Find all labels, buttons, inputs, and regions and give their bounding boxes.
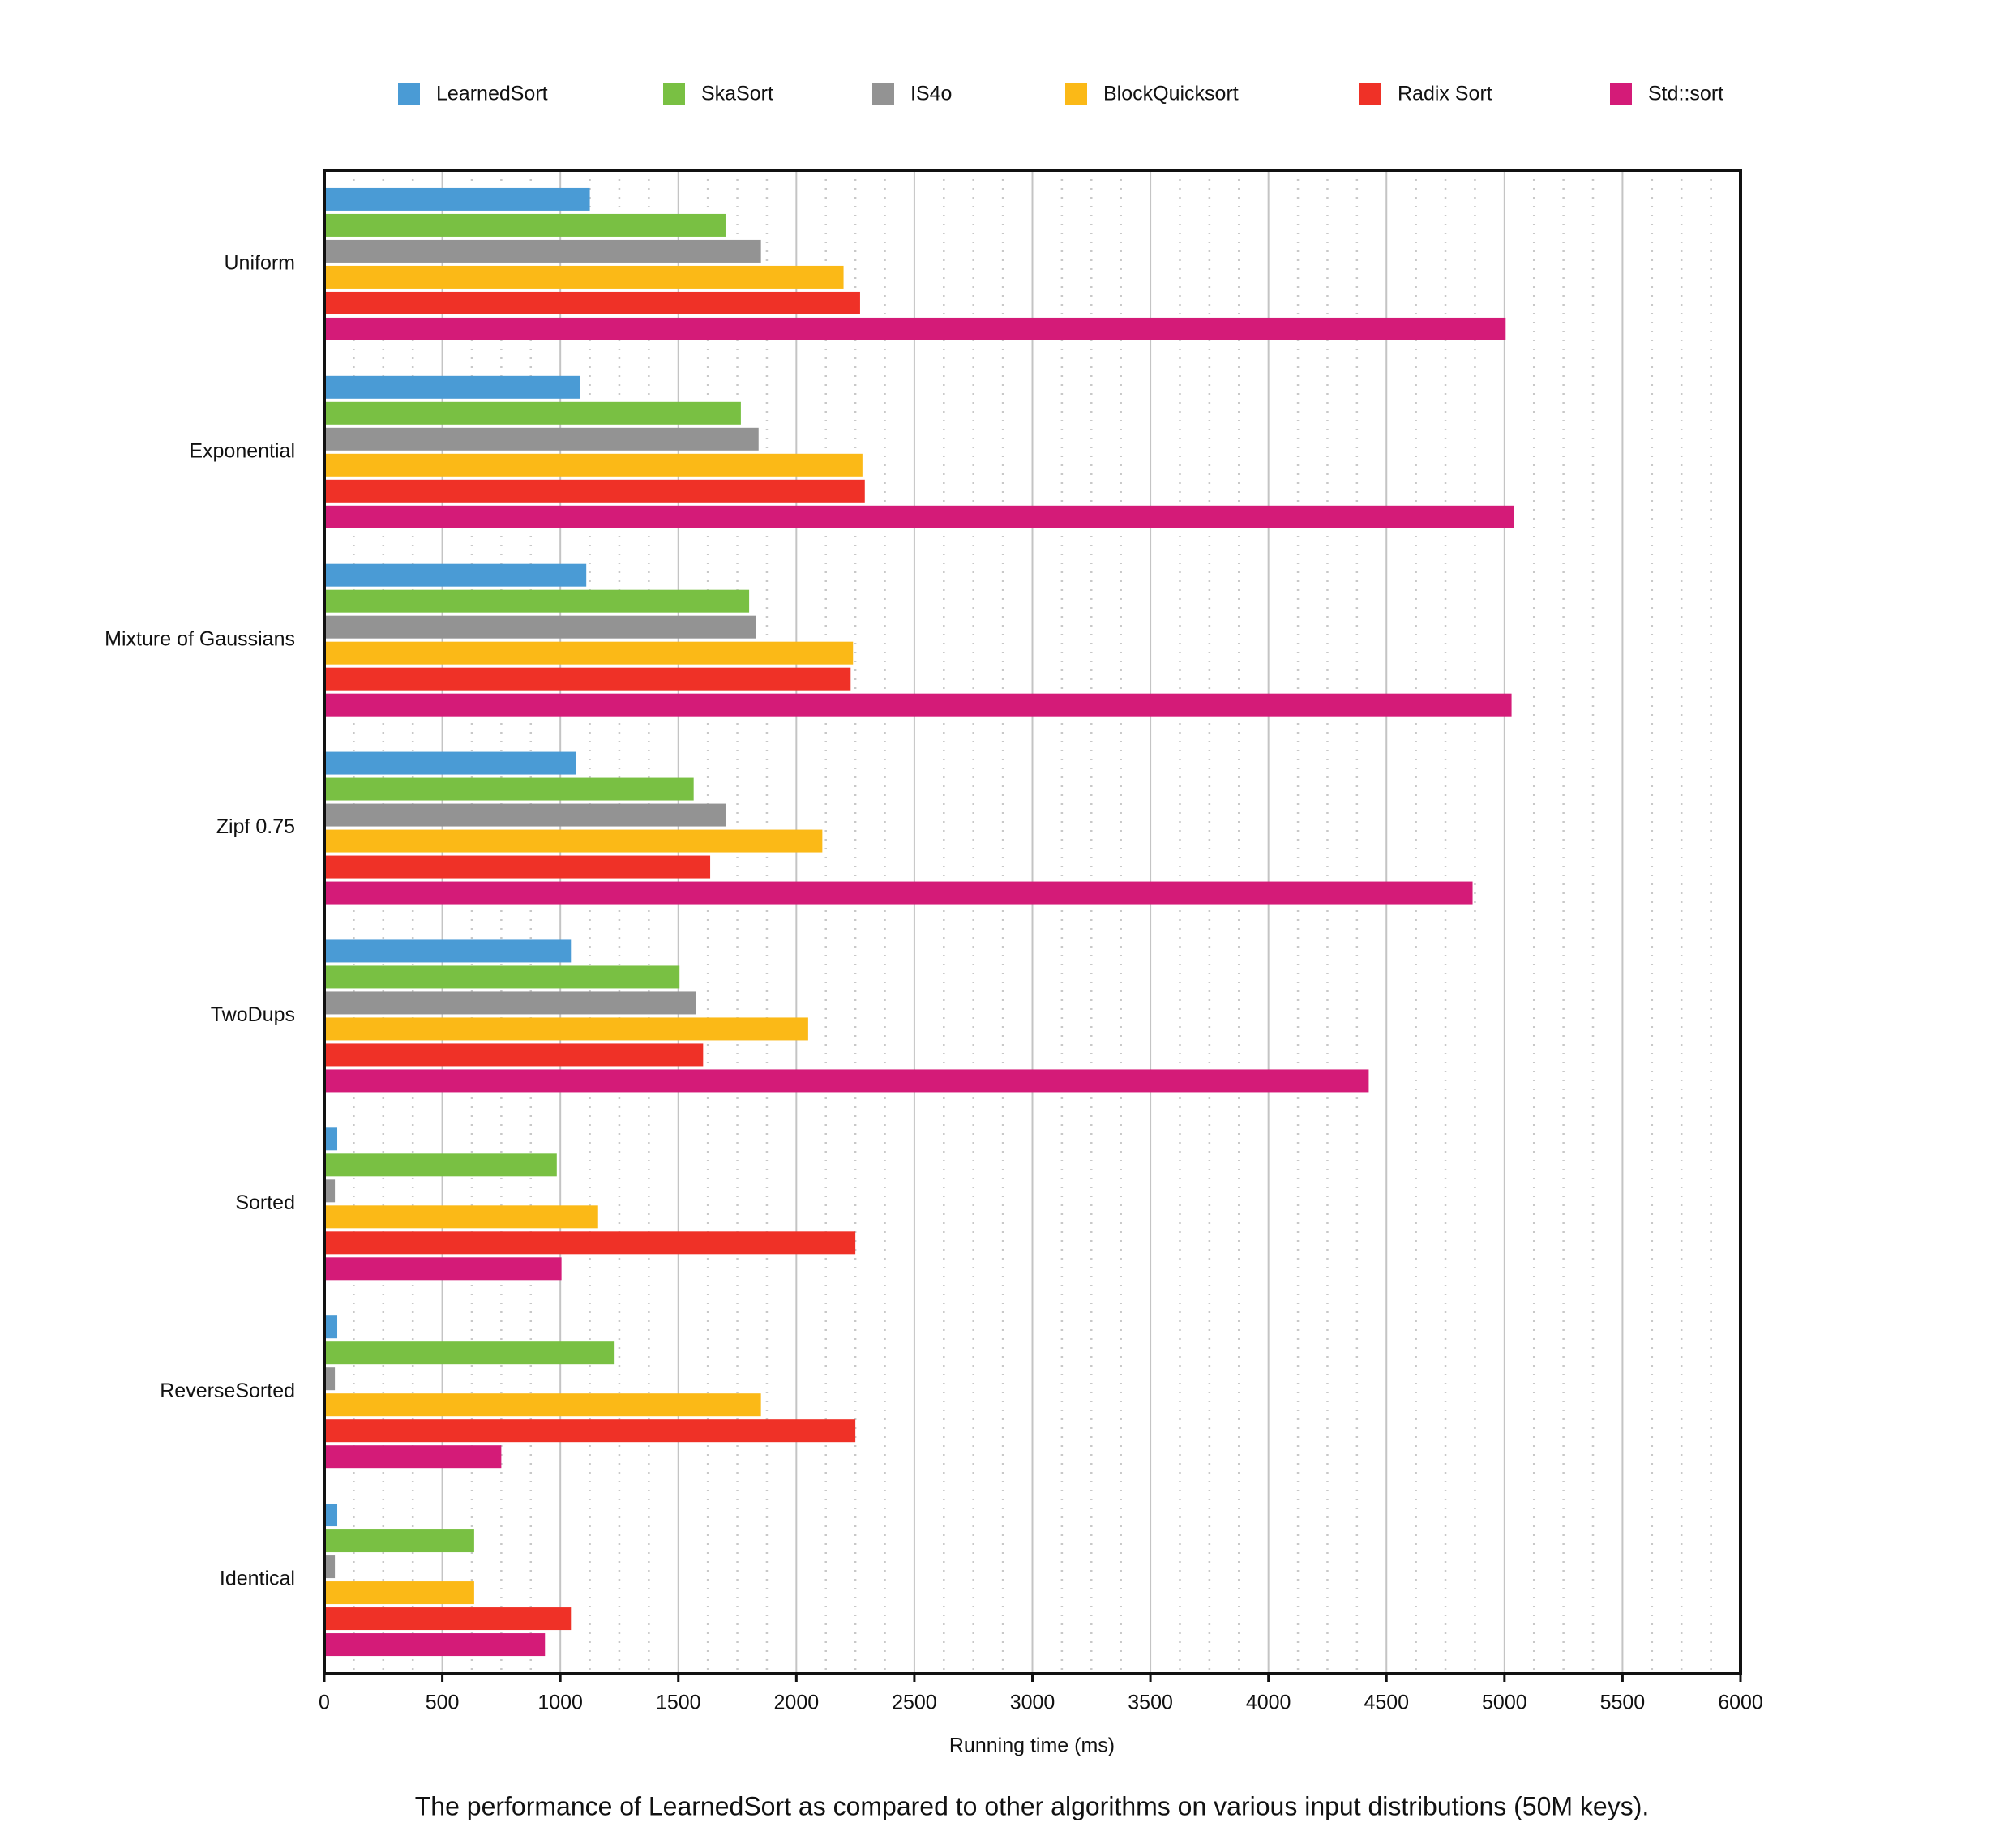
bar — [324, 693, 1512, 717]
bar — [324, 479, 865, 503]
bar — [324, 427, 759, 451]
bar — [324, 1069, 1369, 1093]
legend-label: Std::sort — [1648, 83, 1723, 105]
bar — [324, 239, 761, 263]
bar — [324, 1445, 502, 1469]
bar — [324, 965, 680, 989]
bar — [324, 1179, 336, 1203]
bar — [324, 265, 844, 289]
bar — [324, 1581, 474, 1605]
x-tick-label: 4500 — [1364, 1692, 1409, 1714]
bar — [324, 991, 696, 1015]
bar — [324, 751, 576, 775]
legend-swatch — [1065, 83, 1087, 105]
bar — [324, 505, 1514, 528]
bar — [324, 939, 572, 963]
bar — [324, 1419, 856, 1443]
x-tick-label: 500 — [426, 1692, 460, 1714]
legend-label: IS4o — [910, 83, 952, 105]
bar — [324, 1341, 615, 1365]
bar — [324, 1315, 338, 1339]
bar — [324, 641, 854, 665]
bar — [324, 667, 851, 691]
bar — [324, 1367, 336, 1391]
y-tick-label: Zipf 0.75 — [216, 815, 295, 838]
bar — [324, 1127, 338, 1151]
x-tick-label: 0 — [319, 1692, 330, 1714]
bar — [324, 1555, 336, 1579]
x-tick-label: 2500 — [892, 1692, 937, 1714]
bar — [324, 1607, 572, 1631]
x-tick-label: 4000 — [1246, 1692, 1291, 1714]
bar — [324, 401, 741, 425]
x-tick-label: 5000 — [1482, 1692, 1527, 1714]
bar — [324, 291, 860, 314]
bar — [324, 1257, 562, 1281]
y-tick-label: Sorted — [235, 1191, 295, 1214]
legend-swatch — [663, 83, 685, 105]
bar — [324, 615, 756, 639]
y-tick-label: TwoDups — [211, 1003, 295, 1026]
x-tick-label: 6000 — [1718, 1692, 1763, 1714]
bar — [324, 1504, 338, 1527]
bar — [324, 589, 750, 613]
x-tick-label: 5500 — [1600, 1692, 1646, 1714]
legend-swatch — [1610, 83, 1632, 105]
bar — [324, 1043, 704, 1067]
bar — [324, 1017, 808, 1041]
bar — [324, 803, 726, 827]
caption: The performance of LearnedSort as compar… — [415, 1791, 1650, 1820]
bar — [324, 317, 1506, 340]
bars — [324, 187, 1514, 1657]
bar — [324, 1153, 557, 1177]
bar — [324, 187, 590, 211]
bar — [324, 881, 1473, 905]
legend-label: SkaSort — [701, 83, 773, 105]
legend-swatch — [872, 83, 894, 105]
legend-swatch — [1359, 83, 1381, 105]
y-tick-label: Mixture of Gaussians — [105, 627, 295, 650]
y-tick-label: Exponential — [189, 439, 295, 462]
y-tick-label: ReverseSorted — [160, 1380, 295, 1402]
bar — [324, 1393, 761, 1417]
bar — [324, 1231, 856, 1255]
bar — [324, 1633, 546, 1657]
x-tick-label: 1500 — [656, 1692, 701, 1714]
bar — [324, 563, 587, 587]
bar — [324, 1205, 598, 1229]
bar — [324, 777, 694, 801]
bar — [324, 453, 863, 477]
bar — [324, 855, 711, 879]
bar — [324, 375, 580, 399]
legend-label: LearnedSort — [436, 83, 548, 105]
bar — [324, 829, 823, 853]
y-tick-label: Identical — [220, 1568, 295, 1590]
x-tick-label: 3500 — [1128, 1692, 1173, 1714]
x-tick-label: 2000 — [774, 1692, 820, 1714]
y-tick-label: Uniform — [224, 252, 295, 275]
x-axis-title: Running time (ms) — [949, 1735, 1115, 1757]
legend-label: BlockQuicksort — [1103, 83, 1239, 105]
bar — [324, 213, 726, 237]
bar — [324, 1529, 474, 1553]
legend-label: Radix Sort — [1398, 83, 1492, 105]
legend-swatch — [398, 83, 420, 105]
x-tick-label: 1000 — [537, 1692, 583, 1714]
x-tick-label: 3000 — [1010, 1692, 1055, 1714]
